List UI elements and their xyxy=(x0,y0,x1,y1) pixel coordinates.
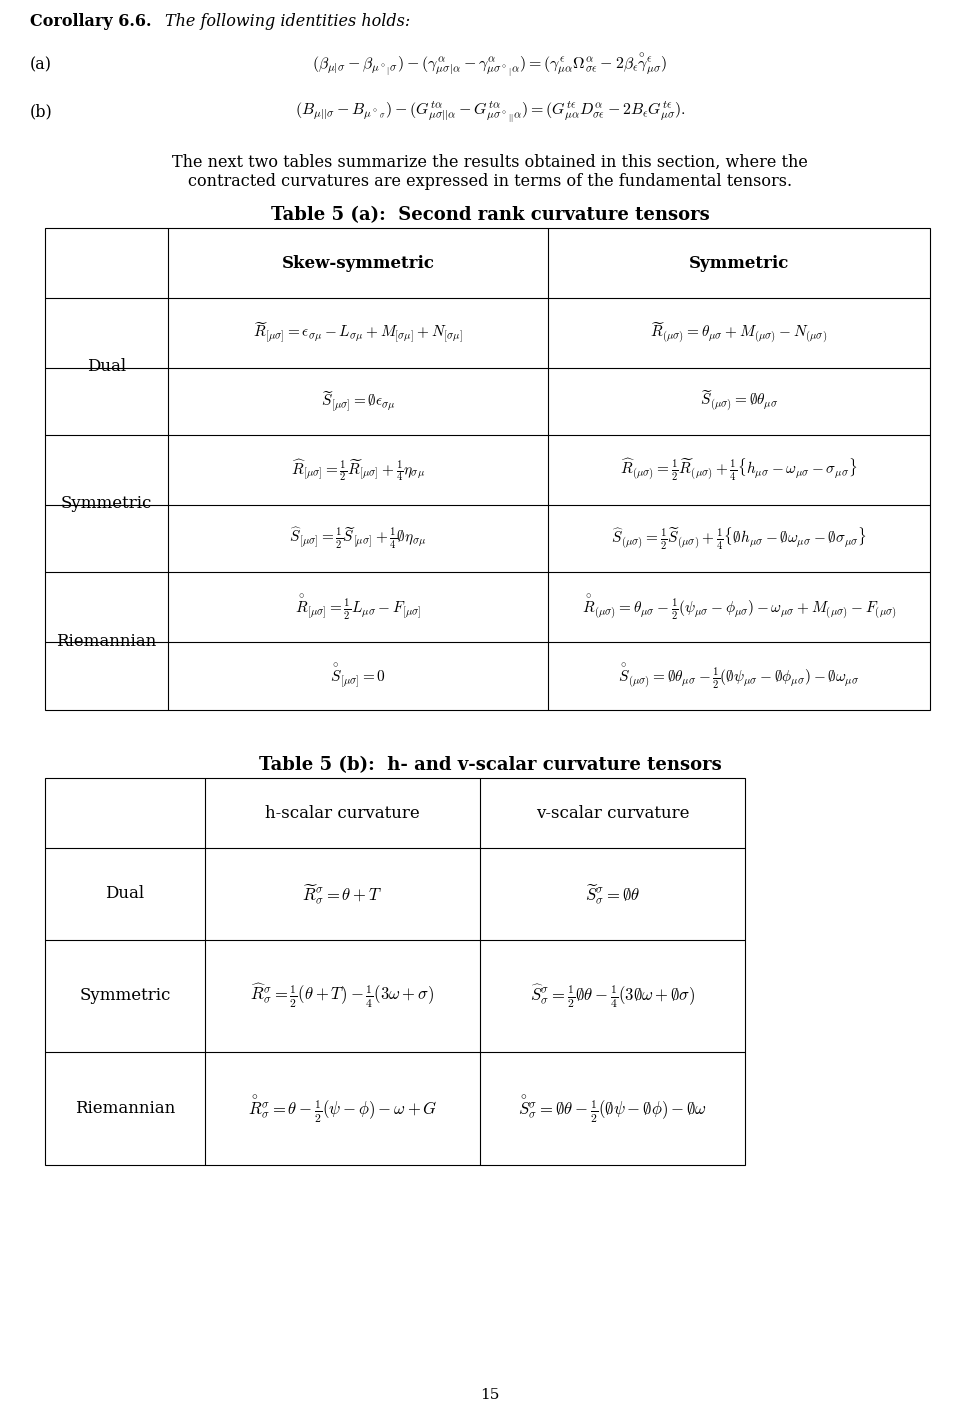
Text: $\widehat{S}^\sigma_\sigma = \frac{1}{2}\emptyset\theta - \frac{1}{4}(3\emptyset: $\widehat{S}^\sigma_\sigma = \frac{1}{2}… xyxy=(530,983,695,1010)
Text: Riemannian: Riemannian xyxy=(57,633,156,650)
Text: $\widetilde{R}_{[\mu\sigma]} = \epsilon_{\sigma\mu} - L_{\sigma\mu} + M_{[\sigma: $\widetilde{R}_{[\mu\sigma]} = \epsilon_… xyxy=(253,321,463,346)
Text: Dual: Dual xyxy=(106,885,145,902)
Text: $\widetilde{S}_{[\mu\sigma]} = \emptyset\epsilon_{\sigma\mu}$: $\widetilde{S}_{[\mu\sigma]} = \emptyset… xyxy=(321,389,396,413)
Text: (a): (a) xyxy=(30,57,52,74)
Text: Dual: Dual xyxy=(87,358,126,375)
Bar xyxy=(45,777,745,1165)
Text: Table 5 (b):  h- and v-scalar curvature tensors: Table 5 (b): h- and v-scalar curvature t… xyxy=(258,756,721,775)
Text: $\widehat{R}^\sigma_\sigma = \frac{1}{2}(\theta + T) - \frac{1}{4}(3\omega + \si: $\widehat{R}^\sigma_\sigma = \frac{1}{2}… xyxy=(251,981,435,1010)
Text: $(\beta_{\mu|\sigma} - \beta_{\mu^\circ{}_|\sigma}) - (\gamma^\alpha_{\mu\sigma|: $(\beta_{\mu|\sigma} - \beta_{\mu^\circ{… xyxy=(312,51,667,79)
Text: Skew-symmetric: Skew-symmetric xyxy=(281,255,435,272)
Text: Symmetric: Symmetric xyxy=(80,987,171,1004)
Text: $\overset{\circ}{S}^\sigma_\sigma = \emptyset\theta - \frac{1}{2}(\emptyset\psi : $\overset{\circ}{S}^\sigma_\sigma = \emp… xyxy=(518,1092,707,1124)
Text: $\overset{\circ}{R}_{[\mu\sigma]} = \frac{1}{2}L_{\mu\sigma} - F_{[\mu\sigma]}$: $\overset{\circ}{R}_{[\mu\sigma]} = \fra… xyxy=(295,592,421,622)
Text: v-scalar curvature: v-scalar curvature xyxy=(536,804,689,821)
Text: $\widehat{R}_{[\mu\sigma]} = \frac{1}{2}\widetilde{R}_{[\mu\sigma]} + \frac{1}{4: $\widehat{R}_{[\mu\sigma]} = \frac{1}{2}… xyxy=(291,457,425,483)
Bar xyxy=(45,228,930,709)
Text: $\widetilde{S}_{(\mu\sigma)} = \emptyset\theta_{\mu\sigma}$: $\widetilde{S}_{(\mu\sigma)} = \emptyset… xyxy=(700,389,779,413)
Text: $\widehat{R}_{(\mu\sigma)} = \frac{1}{2}\widetilde{R}_{(\mu\sigma)} + \frac{1}{4: $\widehat{R}_{(\mu\sigma)} = \frac{1}{2}… xyxy=(620,457,857,483)
Text: contracted curvatures are expressed in terms of the fundamental tensors.: contracted curvatures are expressed in t… xyxy=(188,173,792,190)
Text: Symmetric: Symmetric xyxy=(689,255,789,272)
Text: $\overset{\circ}{R}^\sigma_\sigma = \theta - \frac{1}{2}(\psi - \phi) - \omega +: $\overset{\circ}{R}^\sigma_\sigma = \the… xyxy=(248,1092,438,1124)
Text: $(B_{\mu||\sigma} - B_{\mu^\circ{}_\sigma}) - (G^{t\alpha}_{\mu\sigma||\alpha} -: $(B_{\mu||\sigma} - B_{\mu^\circ{}_\sigm… xyxy=(295,99,685,125)
Text: $\widetilde{S}^\sigma_\sigma = \emptyset\theta$: $\widetilde{S}^\sigma_\sigma = \emptyset… xyxy=(585,882,640,906)
Text: Symmetric: Symmetric xyxy=(60,496,153,513)
Text: $\overset{\circ}{S}_{(\mu\sigma)} = \emptyset\theta_{\mu\sigma} - \frac{1}{2}(\e: $\overset{\circ}{S}_{(\mu\sigma)} = \emp… xyxy=(618,661,859,691)
Text: The following identities holds:: The following identities holds: xyxy=(165,14,410,31)
Text: $\widehat{S}_{(\mu\sigma)} = \frac{1}{2}\widetilde{S}_{(\mu\sigma)} + \frac{1}{4: $\widehat{S}_{(\mu\sigma)} = \frac{1}{2}… xyxy=(612,525,867,552)
Text: (b): (b) xyxy=(30,103,53,120)
Text: The next two tables summarize the results obtained in this section, where the: The next two tables summarize the result… xyxy=(172,153,808,170)
Text: h-scalar curvature: h-scalar curvature xyxy=(265,804,420,821)
Text: $\widetilde{R}^\sigma_\sigma = \theta + T$: $\widetilde{R}^\sigma_\sigma = \theta + … xyxy=(302,882,383,906)
Text: Riemannian: Riemannian xyxy=(75,1100,175,1117)
Text: $\widehat{S}_{[\mu\sigma]} = \frac{1}{2}\widetilde{S}_{[\mu\sigma]} + \frac{1}{4: $\widehat{S}_{[\mu\sigma]} = \frac{1}{2}… xyxy=(289,525,426,551)
Text: $\overset{\circ}{R}_{(\mu\sigma)} = \theta_{\mu\sigma} - \frac{1}{2}(\psi_{\mu\s: $\overset{\circ}{R}_{(\mu\sigma)} = \the… xyxy=(582,592,897,622)
Text: $\widetilde{R}_{(\mu\sigma)} = \theta_{\mu\sigma} + M_{(\mu\sigma)} - N_{(\mu\si: $\widetilde{R}_{(\mu\sigma)} = \theta_{\… xyxy=(650,320,828,346)
Text: Corollary 6.6.: Corollary 6.6. xyxy=(30,14,152,31)
Text: $\overset{\circ}{S}_{[\mu\sigma]} = 0$: $\overset{\circ}{S}_{[\mu\sigma]} = 0$ xyxy=(330,663,386,690)
Text: Table 5 (a):  Second rank curvature tensors: Table 5 (a): Second rank curvature tenso… xyxy=(271,205,709,224)
Text: 15: 15 xyxy=(480,1388,500,1402)
